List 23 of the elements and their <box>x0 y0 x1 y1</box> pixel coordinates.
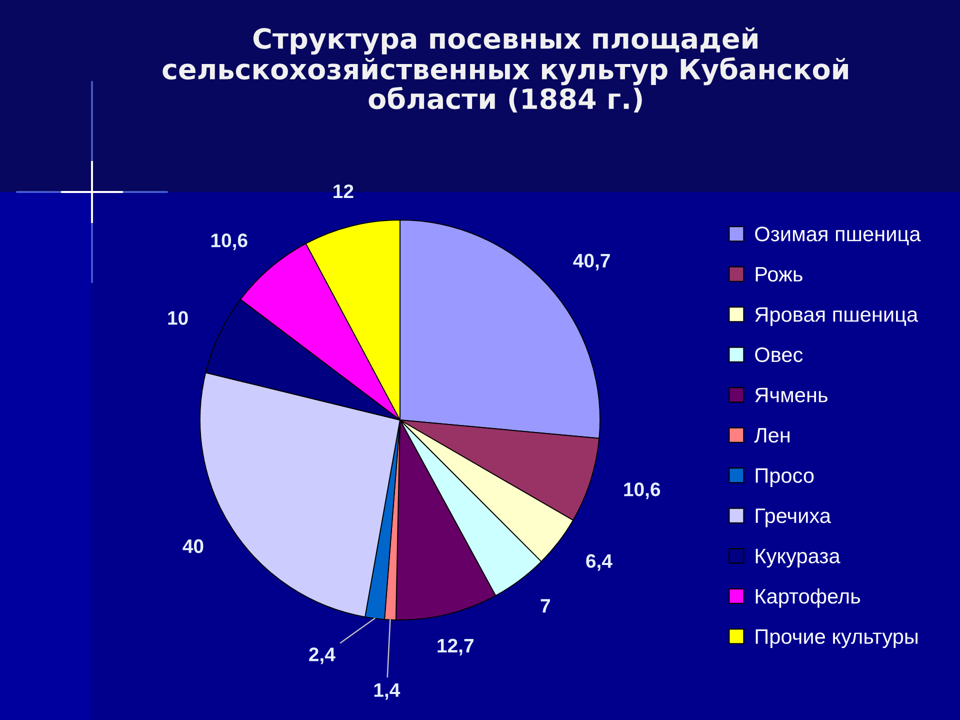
legend-label: Яровая пшеница <box>755 307 918 326</box>
legend-label: Прочие культуры <box>756 629 918 648</box>
legend-label: Кукураза <box>756 548 840 568</box>
data-label: 12 <box>334 184 354 198</box>
legend-label: Ячмень <box>755 388 828 402</box>
data-label: 40,7 <box>573 254 610 270</box>
legend-label: Овес <box>755 347 803 362</box>
data-label: 40 <box>182 539 204 554</box>
data-label: 2,4 <box>309 648 336 664</box>
legend-label: Картофель <box>756 588 860 608</box>
data-label: 10,6 <box>624 482 660 500</box>
data-label: 1,4 <box>374 683 400 700</box>
legend-label: Просо <box>756 468 814 488</box>
data-label: 7 <box>540 599 550 613</box>
legend-label: Гречиха <box>756 508 831 528</box>
data-label: 10,6 <box>211 234 248 250</box>
legend-label: Озимая пшеница <box>755 226 921 246</box>
data-label: 10 <box>168 311 188 325</box>
data-label: 6,4 <box>586 554 612 571</box>
legend-label: Лен <box>754 428 790 443</box>
chart-title: Структура посевных площадей сельскохозяйственных культур Кубанской области (1884 г.) <box>162 27 848 113</box>
data-label: 12,7 <box>438 638 474 656</box>
legend-label: Рожь <box>756 267 802 282</box>
